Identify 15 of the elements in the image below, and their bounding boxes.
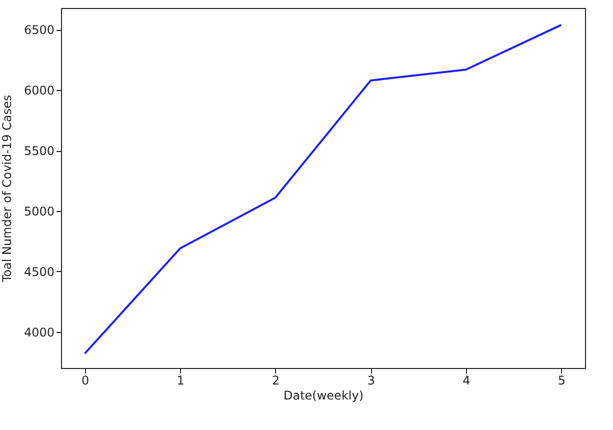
x-tick-label: 5 <box>558 374 566 388</box>
y-tick-label: 4500 <box>24 264 54 279</box>
x-axis-title: Date(weekly) <box>283 388 364 402</box>
x-tick-label: 4 <box>462 374 470 388</box>
x-tick-label: 1 <box>176 374 184 388</box>
y-tick-label: 5500 <box>24 144 54 158</box>
y-axis-title: Toal Numder of Covid-19 Cases <box>0 94 14 284</box>
x-tick-label: 2 <box>272 374 280 388</box>
line-series <box>84 24 562 355</box>
y-tick-label: 6000 <box>24 84 54 98</box>
y-tick-label: 6500 <box>24 23 54 38</box>
x-tick-label: 0 <box>82 374 90 388</box>
x-tick-label: 3 <box>367 374 375 388</box>
y-tick-label: 5000 <box>24 204 54 218</box>
y-tick-label: 4000 <box>24 325 54 340</box>
